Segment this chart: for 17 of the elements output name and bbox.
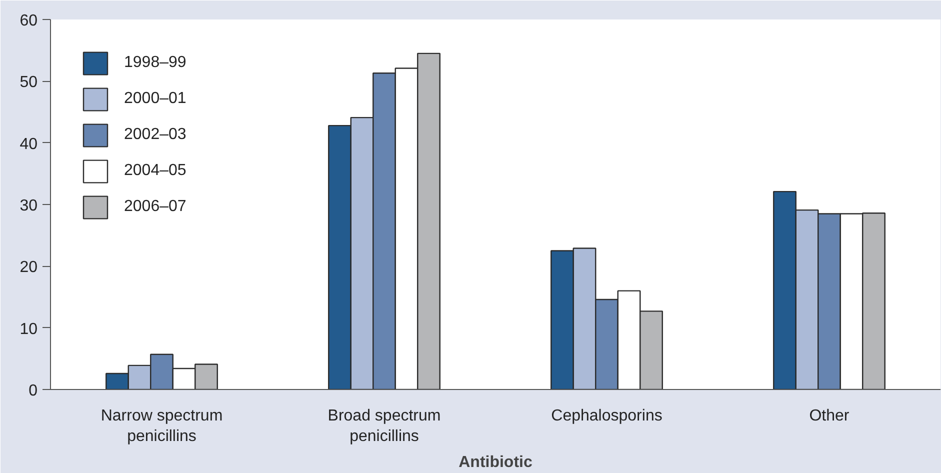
legend-label: 2006–07 <box>124 198 186 216</box>
y-tick-label: 40 <box>20 136 38 153</box>
legend-label: 2000–01 <box>124 90 186 108</box>
y-tick-label: 60 <box>20 12 38 30</box>
x-tick-label: Narrow spectrum penicillins <box>100 408 223 445</box>
x-tick-label: Other <box>809 408 850 424</box>
y-tick-label: 20 <box>20 259 38 276</box>
x-axis-title: Antibiotic <box>458 454 532 471</box>
legend-label: 2004–05 <box>124 162 186 180</box>
legend-label: 1998–99 <box>124 54 186 72</box>
x-tick-label: Cephalosporins <box>551 408 662 424</box>
y-tick-label: 10 <box>20 320 38 338</box>
x-tick-label: Broad spectrum penicillins <box>328 408 441 445</box>
y-tick-label: 30 <box>20 198 38 214</box>
legend-label: 2002–03 <box>124 126 186 144</box>
y-tick-label: 50 <box>20 74 38 92</box>
y-tick-label: 0 <box>28 382 38 400</box>
